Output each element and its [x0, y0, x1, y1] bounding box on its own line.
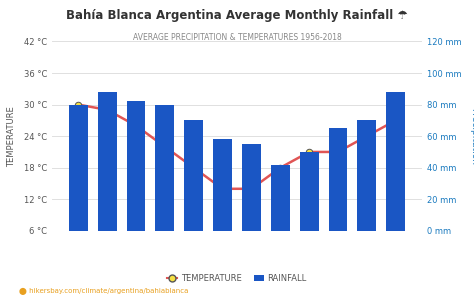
Y-axis label: TEMPERATURE: TEMPERATURE	[7, 106, 16, 167]
Bar	[69, 104, 88, 231]
Text: ⬤ hikersbay.com/climate/argentina/bahiablanca: ⬤ hikersbay.com/climate/argentina/bahiab…	[19, 287, 188, 295]
Point	[74, 102, 82, 107]
Point	[305, 149, 313, 154]
Point	[363, 134, 371, 139]
Y-axis label: Precipitation: Precipitation	[469, 108, 474, 165]
Bar	[357, 120, 376, 231]
Bar	[155, 104, 174, 231]
Point	[132, 123, 140, 128]
Point	[190, 165, 198, 170]
Point	[161, 144, 169, 149]
Point	[247, 186, 255, 191]
Text: AVERAGE PRECIPITATION & TEMPERATURES 1956-2018: AVERAGE PRECIPITATION & TEMPERATURES 195…	[133, 33, 341, 41]
Bar	[98, 92, 117, 231]
Point	[392, 118, 400, 123]
Bar	[271, 165, 290, 231]
Point	[103, 107, 111, 112]
Point	[276, 165, 284, 170]
Bar	[328, 128, 347, 231]
Point	[334, 149, 342, 154]
Bar	[184, 120, 203, 231]
Bar	[213, 139, 232, 231]
Bar	[300, 152, 319, 231]
Bar	[127, 102, 146, 231]
Text: Bahía Blanca Argentina Average Monthly Rainfall ☂: Bahía Blanca Argentina Average Monthly R…	[66, 9, 408, 22]
Point	[219, 186, 227, 191]
Bar	[386, 92, 405, 231]
Bar	[242, 144, 261, 231]
Legend: TEMPERATURE, RAINFALL: TEMPERATURE, RAINFALL	[164, 270, 310, 286]
